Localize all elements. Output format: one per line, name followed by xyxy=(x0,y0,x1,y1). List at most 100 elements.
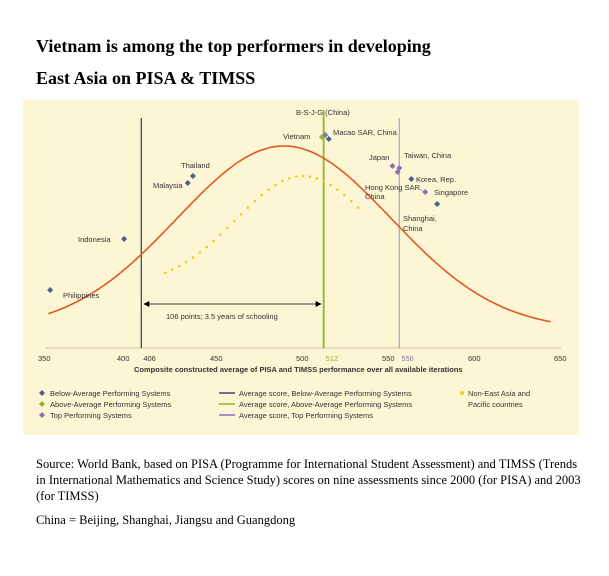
non-east-asia-dot xyxy=(164,271,167,275)
label-taiwan: Taiwan, China xyxy=(404,151,452,160)
source-paragraph: Source: World Bank, based on PISA (Progr… xyxy=(36,457,581,503)
label-japan: Japan xyxy=(369,153,389,162)
x-tick-600: 600 xyxy=(468,354,481,363)
non-east-asia-dot xyxy=(191,256,195,259)
label-indonesia: Indonesia xyxy=(78,235,111,244)
label-shanghai-2: China xyxy=(403,224,423,233)
point-korea-rep xyxy=(408,176,415,182)
label-bsjg: B-S-J-G (China) xyxy=(296,108,350,117)
non-east-asia-dot xyxy=(226,226,229,230)
reference-lines: 406 512 556 xyxy=(140,110,414,363)
data-points xyxy=(47,132,441,293)
legend-marker-above xyxy=(39,401,45,407)
chart-svg: 406 512 556 Philippines Indonesia Malaysia… xyxy=(23,100,579,435)
annotation-text: 106 points; 3.5 years of schooling xyxy=(166,312,278,321)
legend: Below-Average Performing Systems Above-A… xyxy=(39,389,530,420)
label-macao: Macao SAR, China xyxy=(333,128,398,137)
x-tick-labels: 350 400 450 500 550 600 650 xyxy=(38,354,567,363)
non-east-asia-dot xyxy=(308,175,312,178)
legend-col-1: Below-Average Performing Systems Above-A… xyxy=(39,389,171,420)
non-east-asia-dot xyxy=(239,213,243,216)
reference-value-512: 512 xyxy=(326,354,339,363)
non-east-asia-dot xyxy=(336,188,339,191)
performance-curve xyxy=(48,145,551,323)
x-axis-label: Composite constructed average of PISA an… xyxy=(134,365,463,374)
annotation-arrowhead-right xyxy=(315,301,322,307)
non-east-asia-dot xyxy=(301,174,305,178)
point-japan xyxy=(389,163,396,169)
legend-top: Top Performing Systems xyxy=(50,411,132,420)
label-hong-kong-1: Hong Kong SAR, xyxy=(365,183,422,192)
non-east-asia-dot xyxy=(342,193,346,197)
point-taiwan-china xyxy=(396,165,403,171)
non-east-asia-dot xyxy=(246,206,250,209)
non-east-asia-dot xyxy=(329,183,332,187)
point-b-s-j-g-china xyxy=(322,132,329,138)
non-east-asia-dot xyxy=(294,175,298,178)
label-korea: Korea, Rep. xyxy=(416,175,456,184)
non-east-asia-dot xyxy=(315,177,319,180)
non-east-asia-dot xyxy=(205,245,208,249)
legend-non-ea-2: Pacific countries xyxy=(468,400,523,409)
point-indonesia xyxy=(121,236,128,242)
non-east-asia-dot xyxy=(184,260,188,264)
legend-avg-above: Average score, Above-Average Performing … xyxy=(239,400,412,409)
legend-col-2: Average score, Below-Average Performing … xyxy=(219,389,412,420)
legend-below: Below-Average Performing Systems xyxy=(50,389,171,398)
legend-above: Above-Average Performing Systems xyxy=(50,400,171,409)
x-tick-550: 550 xyxy=(382,354,395,363)
gap-annotation: 106 points; 3.5 years of schooling xyxy=(143,301,322,321)
non-east-asia-dot xyxy=(274,183,277,187)
label-singapore: Singapore xyxy=(434,188,468,197)
title-line-1: Vietnam is among the top performers in d… xyxy=(36,36,431,56)
point-malaysia xyxy=(184,180,191,186)
label-thailand: Thailand xyxy=(181,161,210,170)
legend-marker-below xyxy=(39,390,45,396)
reference-value-406: 406 xyxy=(143,354,156,363)
non-east-asia-dot xyxy=(349,199,353,203)
legend-marker-top xyxy=(39,412,45,418)
legend-non-ea-1: Non-East Asia and xyxy=(468,389,530,398)
title-line-2: East Asia on PISA & TIMSS xyxy=(36,68,256,88)
point-singapore xyxy=(422,189,429,195)
non-east-asia-dot xyxy=(281,179,284,183)
non-east-asia-dot xyxy=(177,264,181,268)
point-macao-sar-china xyxy=(325,136,332,142)
non-east-asia-dot xyxy=(198,251,202,254)
non-east-asia-dot xyxy=(212,239,215,243)
source-note: Source: World Bank, based on PISA (Progr… xyxy=(36,456,581,536)
label-philippines: Philippines xyxy=(63,291,100,300)
non-east-asia-dot xyxy=(322,179,325,183)
label-malaysia: Malaysia xyxy=(153,181,183,190)
china-definition: China = Beijing, Shanghai, Jiangsu and G… xyxy=(36,513,296,527)
non-east-asia-dot xyxy=(219,233,222,236)
chart-background xyxy=(23,100,579,435)
point-thailand xyxy=(189,173,196,179)
non-east-asia-dot xyxy=(232,219,236,223)
non-east-asia-dot xyxy=(170,268,174,272)
x-tick-650: 650 xyxy=(554,354,567,363)
legend-col-3: Non-East Asia and Pacific countries xyxy=(460,389,530,409)
label-vietnam: Vietnam xyxy=(283,132,310,141)
reference-value-556: 556 xyxy=(401,354,414,363)
legend-avg-below: Average score, Below-Average Performing … xyxy=(239,389,412,398)
x-tick-450: 450 xyxy=(210,354,223,363)
point-shanghai-china xyxy=(434,201,441,207)
label-hong-kong-2: China xyxy=(365,192,385,201)
chart-panel: 406 512 556 Philippines Indonesia Malaysia… xyxy=(23,100,579,435)
x-tick-500: 500 xyxy=(296,354,309,363)
point-labels: Philippines Indonesia Malaysia Thailand … xyxy=(63,108,468,300)
legend-avg-top: Average score, Top Performing Systems xyxy=(239,411,373,420)
x-tick-400: 400 xyxy=(117,354,130,363)
label-shanghai-1: Shanghai, xyxy=(403,214,437,223)
non-east-asia-dot xyxy=(253,199,257,203)
point-philippines xyxy=(47,287,54,293)
non-east-asia-dots xyxy=(164,174,360,275)
non-east-asia-dot xyxy=(356,206,360,209)
non-east-asia-dot xyxy=(287,177,291,180)
non-east-asia-dot xyxy=(267,188,270,191)
chart-title: Vietnam is among the top performers in d… xyxy=(36,30,596,94)
x-tick-350: 350 xyxy=(38,354,51,363)
non-east-asia-dot xyxy=(260,193,264,197)
annotation-arrowhead-left xyxy=(143,301,150,307)
